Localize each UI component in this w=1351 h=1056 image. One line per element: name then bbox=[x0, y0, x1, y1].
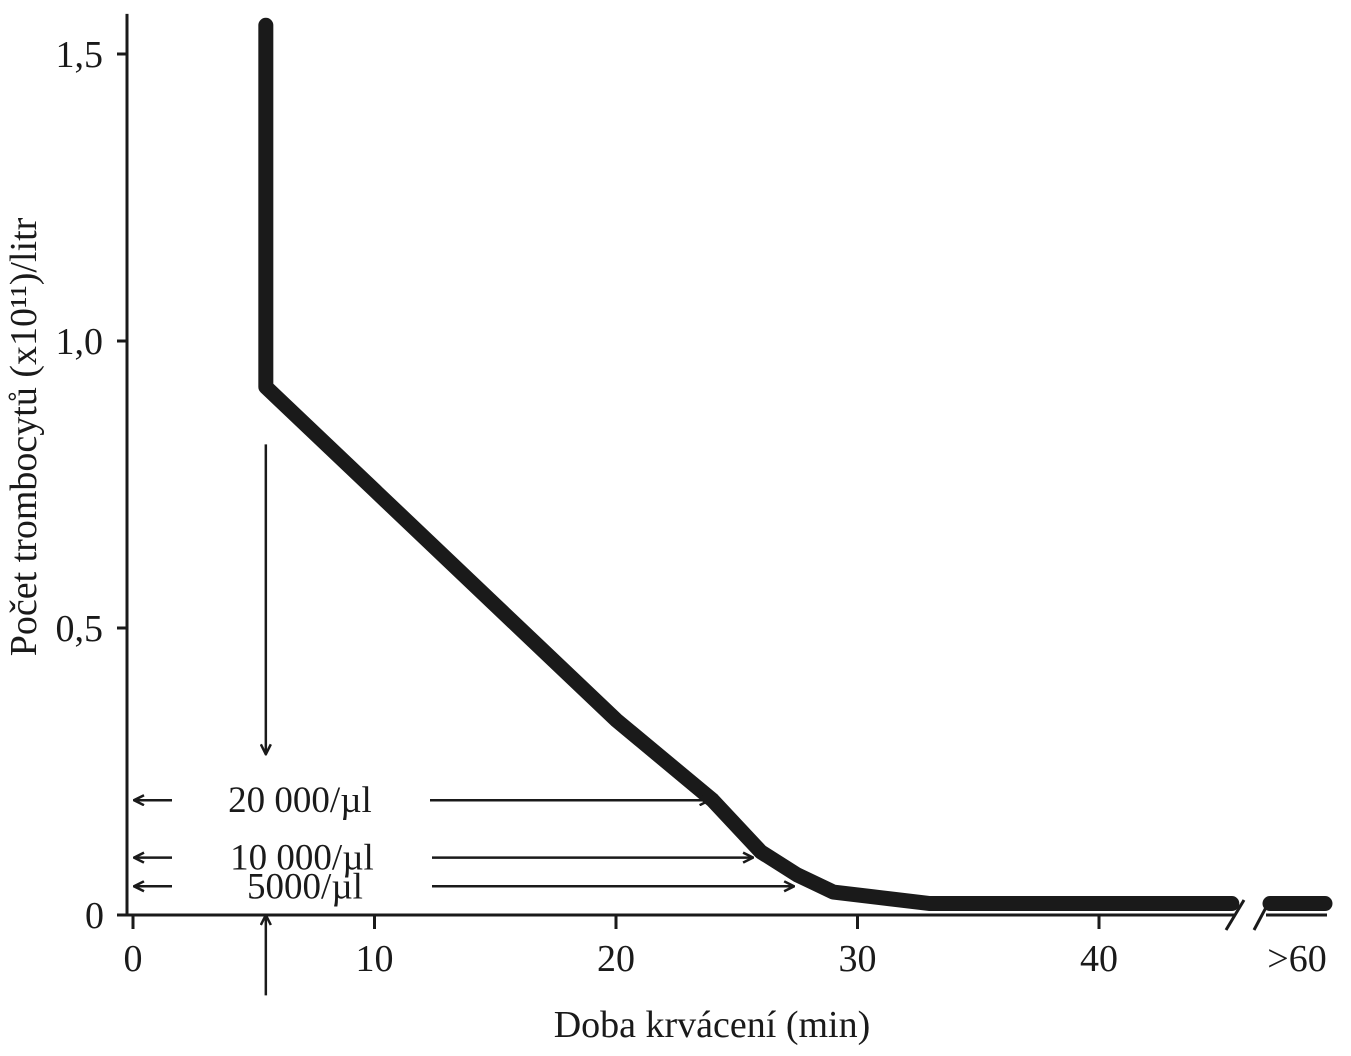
axes bbox=[117, 13, 1327, 931]
x-axis-title: Doba krvácení (min) bbox=[554, 1004, 871, 1046]
y-axis-title: Počet trombocytů (x10¹¹)/litr bbox=[3, 217, 45, 656]
annotation-label: 20 000/µl bbox=[228, 780, 372, 821]
x-tick-label: 40 bbox=[1080, 938, 1118, 980]
y-tick-label: 1,5 bbox=[56, 34, 104, 76]
x-tick-label: 30 bbox=[839, 938, 877, 980]
series-line bbox=[258, 17, 1240, 912]
x-tick-label: 20 bbox=[597, 938, 635, 980]
x-tick-label-break: >60 bbox=[1267, 938, 1326, 980]
chart-labels: 0 0,5 1,0 1,5 0 10 20 30 40 >60 20 000/µl 10 000/µl… bbox=[56, 34, 1327, 980]
x-tick-label: 0 bbox=[124, 938, 143, 980]
chart-marks bbox=[134, 17, 1333, 996]
x-tick-label: 10 bbox=[356, 938, 394, 980]
axis-break-mark bbox=[1224, 899, 1246, 931]
annotation-label: 10 000/µl bbox=[230, 838, 374, 879]
y-tick-label: 1,0 bbox=[56, 321, 104, 363]
annotation-label: 5000/µl bbox=[247, 866, 363, 907]
y-tick-label: 0,5 bbox=[56, 608, 104, 650]
y-tick-label: 0 bbox=[85, 895, 104, 937]
